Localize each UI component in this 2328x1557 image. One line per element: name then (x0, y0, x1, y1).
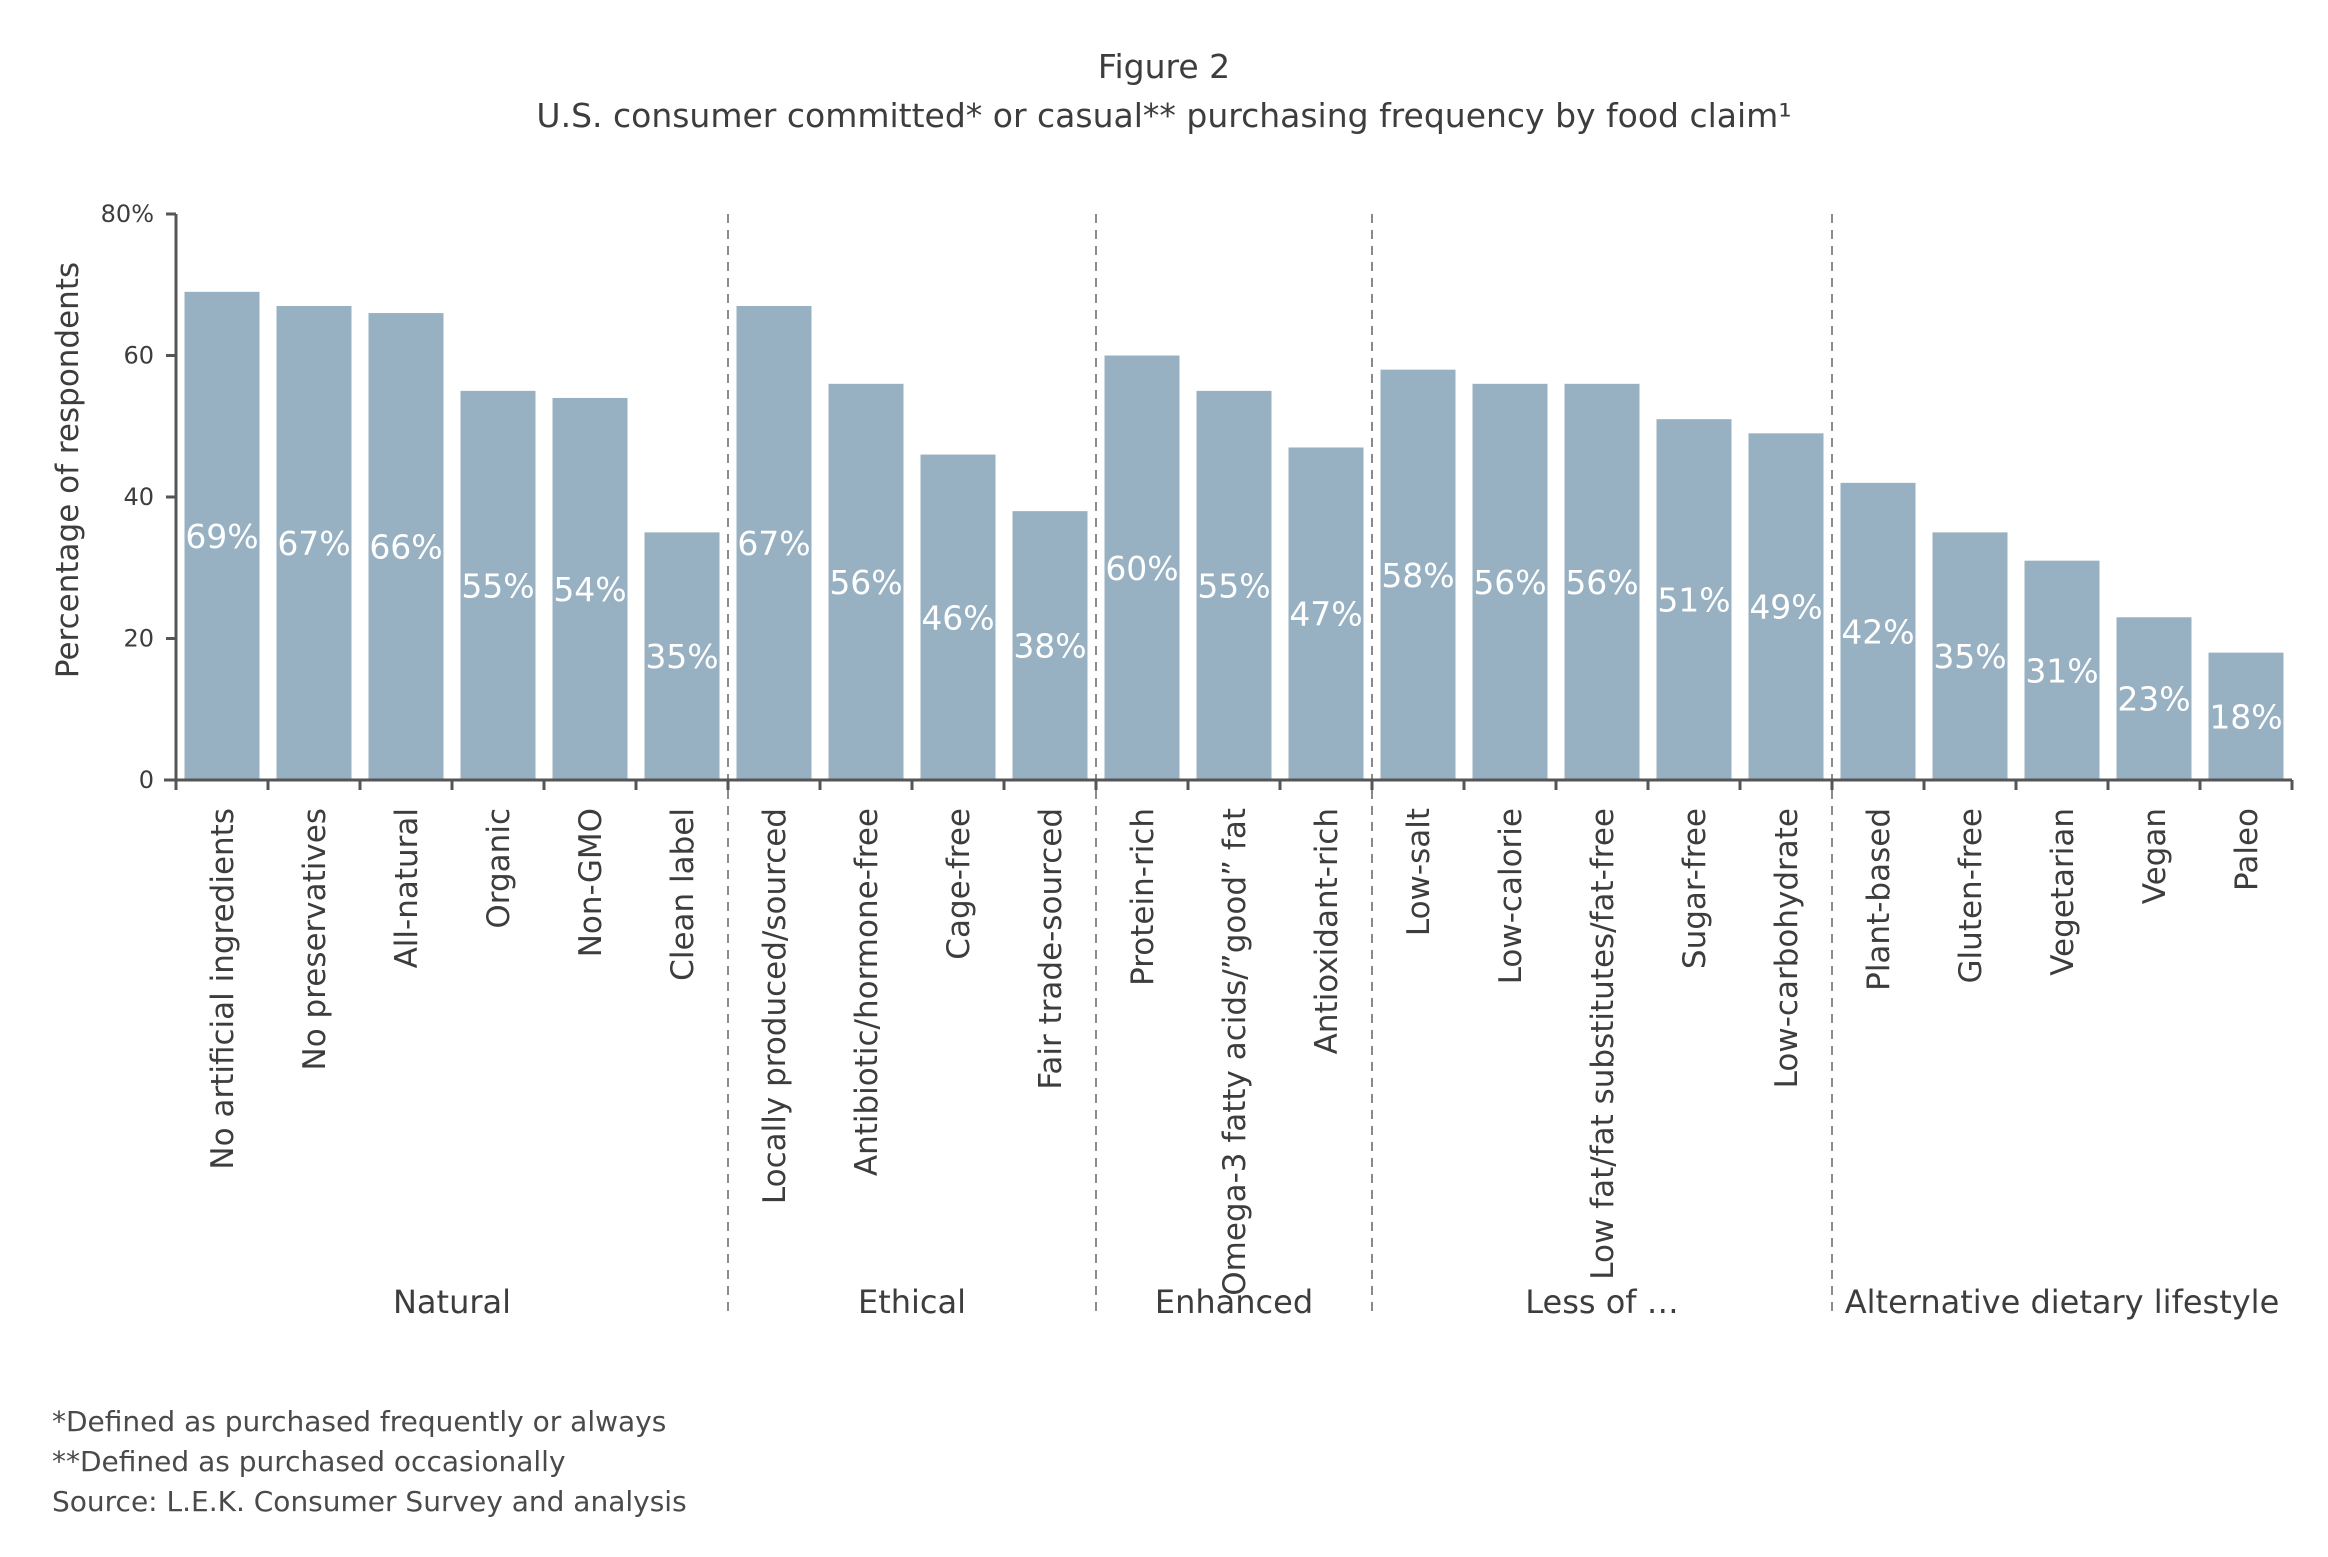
bar-4 (460, 390, 536, 780)
bar-value-label: 56% (829, 563, 902, 602)
bar-8 (828, 383, 904, 780)
bar-11 (1104, 355, 1180, 780)
category-label: Fair trade-sourced (1033, 808, 1069, 1090)
category-label: Low-salt (1401, 808, 1437, 936)
y-tick-label: 80% (101, 200, 154, 228)
category-label: Protein-rich (1125, 808, 1161, 986)
bar-22 (2116, 617, 2192, 780)
source-note: Source: L.E.K. Consumer Survey and analy… (52, 1485, 687, 1518)
category-label: Antioxidant-rich (1309, 808, 1345, 1054)
bar-value-label: 67% (277, 524, 350, 563)
bar-value-label: 23% (2117, 680, 2190, 719)
bar-value-label: 54% (553, 570, 626, 609)
category-label: Plant-based (1861, 808, 1897, 991)
bar-3 (368, 313, 444, 780)
bar-14 (1380, 369, 1456, 780)
footnote-committed: *Defined as purchased frequently or alwa… (52, 1405, 667, 1438)
group-label: Enhanced (1155, 1283, 1313, 1321)
bar-value-label: 58% (1381, 556, 1454, 595)
bar-19 (1840, 482, 1916, 780)
bar-23 (2208, 652, 2284, 780)
bar-value-label: 66% (369, 528, 442, 567)
bar-value-label: 42% (1841, 612, 1914, 651)
group-label: Natural (393, 1283, 511, 1321)
bar-1 (184, 291, 260, 780)
category-label: Locally produced/sourced (757, 808, 793, 1204)
category-label: Low-carbohydrate (1769, 808, 1805, 1088)
category-label: Low fat/fat substitutes/fat-free (1585, 808, 1621, 1280)
bar-value-label: 51% (1657, 581, 1730, 620)
group-label: Ethical (858, 1283, 966, 1321)
bar-value-label: 18% (2209, 697, 2282, 736)
bar-value-label: 55% (461, 566, 534, 605)
bar-value-label: 67% (737, 524, 810, 563)
figure-number: Figure 2 (1097, 47, 1231, 86)
bar-value-label: 38% (1013, 627, 1086, 666)
bar-18 (1748, 433, 1824, 780)
bar-12 (1196, 390, 1272, 780)
bar-2 (276, 305, 352, 780)
category-label: Low-calorie (1493, 808, 1529, 984)
bar-13 (1288, 447, 1364, 780)
category-label: Omega-3 fatty acids/”good” fat (1217, 808, 1253, 1296)
y-tick-label: 60 (123, 342, 154, 370)
y-axis-label: Percentage of respondents (50, 262, 86, 678)
category-label: Cage-free (941, 808, 977, 960)
category-label: Paleo (2229, 808, 2265, 891)
y-tick-label: 20 (123, 625, 154, 653)
y-tick-label: 0 (139, 766, 154, 794)
category-label: Non-GMO (573, 808, 609, 957)
bar-17 (1656, 419, 1732, 780)
labels-layer: 69% No artificial ingredients 67% No preser… (185, 517, 2282, 1321)
bar-value-label: 35% (1933, 637, 2006, 676)
bar-21 (2024, 560, 2100, 780)
category-label: Antibiotic/hormone-free (849, 808, 885, 1176)
category-label: Vegetarian (2045, 808, 2081, 976)
bar-value-label: 56% (1565, 563, 1638, 602)
bars-layer (184, 291, 2284, 780)
bar-7 (736, 305, 812, 780)
bar-value-label: 55% (1197, 566, 1270, 605)
chart-title: U.S. consumer committed* or casual** pur… (536, 96, 1792, 135)
category-label: Vegan (2137, 808, 2173, 904)
bar-value-label: 35% (645, 637, 718, 676)
bar-value-label: 49% (1749, 588, 1822, 627)
footnotes: *Defined as purchased frequently or alwa… (52, 1402, 687, 1522)
bar-6 (644, 532, 720, 780)
category-label: No preservatives (297, 808, 333, 1070)
bar-15 (1472, 383, 1548, 780)
group-label: Alternative dietary lifestyle (1845, 1283, 2280, 1321)
category-label: Clean label (665, 808, 701, 981)
group-label: Less of … (1525, 1283, 1678, 1321)
bar-10 (1012, 511, 1088, 780)
bar-20 (1932, 532, 2008, 780)
category-label: Gluten-free (1953, 808, 1989, 983)
footnote-casual: **Defined as purchased occasionally (52, 1445, 566, 1478)
category-label: Organic (481, 808, 517, 929)
bar-value-label: 31% (2025, 651, 2098, 690)
bar-16 (1564, 383, 1640, 780)
category-label: All-natural (389, 808, 425, 968)
bar-value-label: 46% (921, 598, 994, 637)
bar-9 (920, 454, 996, 780)
bar-value-label: 60% (1105, 549, 1178, 588)
category-label: Sugar-free (1677, 808, 1713, 969)
y-tick-label: 40 (123, 483, 154, 511)
bar-value-label: 69% (185, 517, 258, 556)
bar-5 (552, 397, 628, 780)
bar-value-label: 56% (1473, 563, 1546, 602)
bar-value-label: 47% (1289, 595, 1362, 634)
category-label: No artificial ingredients (205, 808, 241, 1170)
group-separators (727, 214, 1833, 1318)
axes: 0 20 40 60 80% (101, 200, 2294, 794)
